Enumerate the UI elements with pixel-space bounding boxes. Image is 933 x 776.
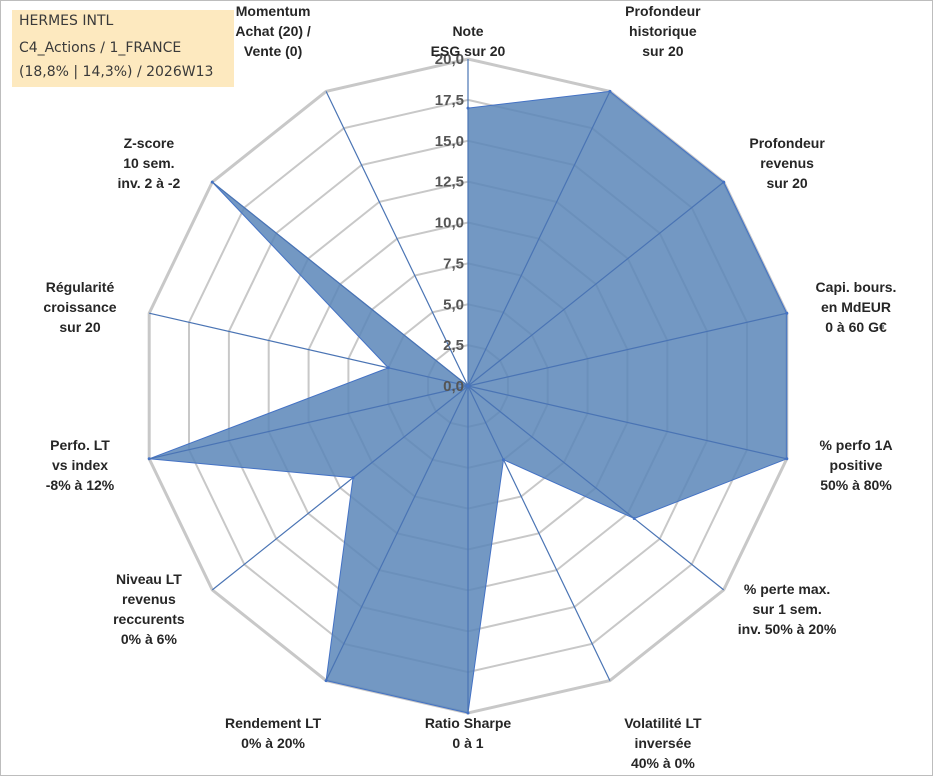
axis-line-3 bbox=[467, 181, 725, 387]
axis-label-line: Vente (0) bbox=[243, 43, 303, 59]
axis-label-line: Ratio Sharpe bbox=[424, 715, 512, 731]
tick-label-5: 12,5 bbox=[435, 174, 464, 191]
axis-line-11 bbox=[149, 385, 469, 460]
axis-label-14: Momentum Achat (20) / Vente (0) bbox=[188, 1, 358, 61]
tick-label-1: 2,5 bbox=[443, 337, 464, 354]
tick-label-7: 17,5 bbox=[435, 92, 464, 109]
axis-label-line: 0% à 20% bbox=[241, 735, 305, 751]
axis-line-7 bbox=[467, 385, 611, 681]
axis-line-10 bbox=[211, 385, 469, 591]
axis-label-line: Capi. bours. bbox=[815, 278, 897, 295]
axis-label-line: reccurents bbox=[113, 610, 185, 627]
data-point-8 bbox=[466, 711, 470, 715]
axis-label-7: Volatilité LT inversée 40% à 0% bbox=[578, 713, 748, 773]
axis-label-line: vs index bbox=[51, 457, 109, 474]
data-point-9 bbox=[324, 679, 328, 683]
axis-label-2: Profondeur historique sur 20 bbox=[578, 1, 748, 61]
axis-label-line: Niveau LT bbox=[115, 570, 182, 587]
data-point-3 bbox=[722, 180, 726, 184]
axis-label-line: Volatilité LT bbox=[624, 715, 702, 731]
axis-label-line: 0% à 6% bbox=[120, 630, 177, 647]
axis-label-10: Niveau LT revenus reccurents 0% à 6% bbox=[64, 569, 234, 649]
axis-line-12 bbox=[149, 312, 469, 387]
axis-label-line: % perfo 1A bbox=[819, 437, 893, 454]
data-point-1 bbox=[466, 106, 470, 110]
axis-line-13 bbox=[211, 181, 469, 387]
info-line-company: HERMES INTL bbox=[19, 13, 114, 29]
axis-label-line: Perfo. LT bbox=[50, 437, 110, 454]
axis-label-9: Rendement LT 0% à 20% bbox=[188, 713, 358, 753]
tick-label-3: 7,5 bbox=[443, 255, 464, 272]
axis-label-line: Z-score bbox=[123, 135, 175, 152]
axis-label-line: 0 à 1 bbox=[452, 735, 484, 751]
axis-label-line: Profondeur bbox=[749, 135, 825, 152]
axis-line-4 bbox=[467, 312, 787, 387]
info-line-performance: (18,8% | 14,3%) / 2026W13 bbox=[19, 64, 214, 80]
axis-label-3: Profondeur revenus sur 20 bbox=[702, 133, 872, 193]
axis-label-line: sur 20 bbox=[642, 43, 684, 59]
axis-line-14 bbox=[325, 91, 469, 387]
axis-label-line: Régularité bbox=[45, 278, 115, 295]
axis-label-line: 40% à 0% bbox=[630, 755, 695, 771]
axis-label-line: positive bbox=[829, 457, 883, 474]
axis-label-line: Rendement LT bbox=[224, 715, 322, 731]
axis-label-line: sur 20 bbox=[59, 318, 101, 335]
axis-label-line: Achat (20) / bbox=[235, 23, 311, 39]
data-point-2 bbox=[608, 89, 612, 93]
axis-line-6 bbox=[467, 385, 725, 591]
tick-label-6: 15,0 bbox=[435, 133, 464, 150]
data-point-10 bbox=[351, 476, 355, 480]
axis-line-2 bbox=[467, 91, 611, 387]
axis-label-5: % perfo 1A positive 50% à 80% bbox=[771, 435, 932, 495]
axis-label-6: % perte max. sur 1 sem. inv. 50% à 20% bbox=[702, 579, 872, 639]
data-point-12 bbox=[386, 366, 390, 370]
axis-label-line: sur 20 bbox=[766, 175, 808, 192]
info-line-category: C4_Actions / 1_FRANCE bbox=[19, 40, 182, 56]
axis-label-line: Profondeur bbox=[625, 3, 701, 19]
axis-label-line: inversée bbox=[634, 735, 692, 751]
axis-label-4: Capi. bours. en MdEUR 0 à 60 G€ bbox=[771, 277, 932, 337]
axis-label-line: -8% à 12% bbox=[45, 477, 115, 494]
axis-label-line: revenus bbox=[760, 155, 814, 172]
axis-label-line: Momentum bbox=[235, 3, 311, 19]
data-point-13 bbox=[210, 180, 214, 184]
axis-label-line: croissance bbox=[43, 298, 117, 315]
data-point-11 bbox=[147, 457, 151, 461]
axis-label-line: ESG sur 20 bbox=[430, 43, 506, 59]
data-point-6 bbox=[632, 517, 636, 520]
axis-label-13: Z-score 10 sem. inv. 2 à -2 bbox=[64, 133, 234, 193]
tick-label-0: 0,0 bbox=[443, 378, 464, 395]
axis-label-line: sur 1 sem. bbox=[752, 600, 822, 617]
axis-label-line: 10 sem. bbox=[123, 155, 175, 172]
axis-label-line: Note bbox=[452, 23, 484, 39]
axis-label-line: inv. 2 à -2 bbox=[117, 175, 181, 192]
axis-line-5 bbox=[467, 385, 787, 460]
axis-label-line: inv. 50% à 20% bbox=[737, 620, 837, 637]
axis-label-line: % perte max. bbox=[743, 580, 831, 597]
data-point-14 bbox=[466, 384, 470, 388]
axis-line-9 bbox=[325, 385, 469, 681]
axis-label-line: en MdEUR bbox=[821, 298, 891, 315]
data-point-4 bbox=[785, 311, 789, 315]
tick-label-4: 10,0 bbox=[435, 215, 464, 232]
axis-label-line: 0 à 60 G€ bbox=[825, 318, 887, 335]
axis-label-12: Régularité croissance sur 20 bbox=[1, 277, 165, 337]
tick-label-2: 5,0 bbox=[443, 296, 464, 313]
data-point-7 bbox=[502, 458, 505, 462]
tick-label-8: 20,0 bbox=[435, 51, 464, 68]
axis-label-line: historique bbox=[629, 23, 697, 39]
info-box: HERMES INTL C4_Actions / 1_FRANCE (18,8%… bbox=[12, 10, 234, 87]
axis-label-line: 50% à 80% bbox=[820, 477, 892, 494]
axis-label-8: Ratio Sharpe 0 à 1 bbox=[383, 713, 553, 753]
data-point-5 bbox=[785, 457, 789, 461]
axis-label-11: Perfo. LT vs index -8% à 12% bbox=[1, 435, 165, 495]
axis-label-1: Note ESG sur 20 bbox=[383, 21, 553, 61]
axis-label-line: revenus bbox=[122, 590, 176, 607]
